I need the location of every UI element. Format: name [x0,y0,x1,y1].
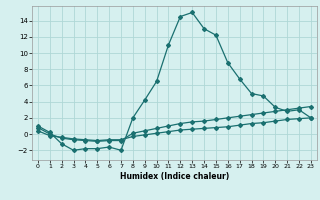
X-axis label: Humidex (Indice chaleur): Humidex (Indice chaleur) [120,172,229,181]
